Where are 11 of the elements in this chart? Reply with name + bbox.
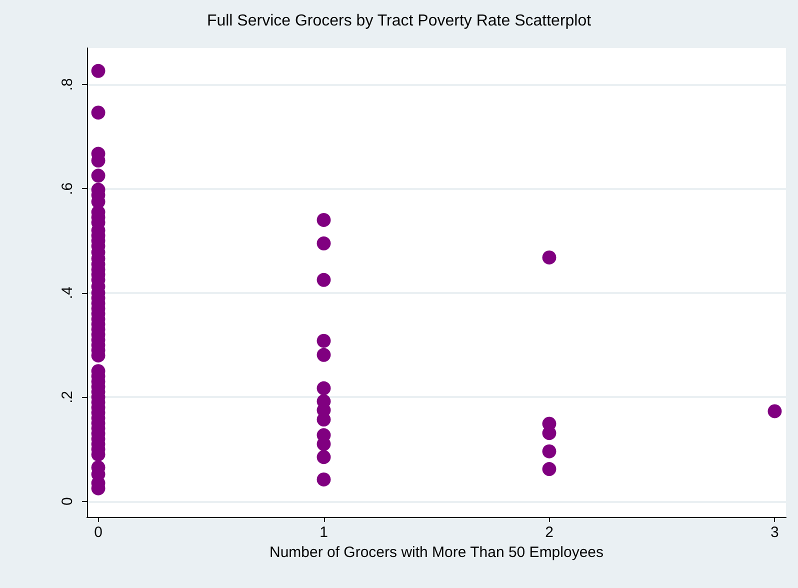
x-tick-label: 0 xyxy=(94,524,102,541)
y-tick-label: 0 xyxy=(59,497,76,506)
x-tick-label: 1 xyxy=(320,524,328,541)
x-tick-label: 3 xyxy=(770,524,779,541)
x-axis-title: Number of Grocers with More Than 50 Employees xyxy=(269,544,604,561)
y-tick-label: .2 xyxy=(59,390,76,404)
y-tick-label: .8 xyxy=(59,78,76,91)
x-tick-label: 2 xyxy=(545,524,554,541)
y-tick-label: .6 xyxy=(59,182,76,195)
chart-title: Full Service Grocers by Tract Poverty Rate Scatterplot xyxy=(206,12,592,30)
y-tick-label: .4 xyxy=(59,286,76,300)
